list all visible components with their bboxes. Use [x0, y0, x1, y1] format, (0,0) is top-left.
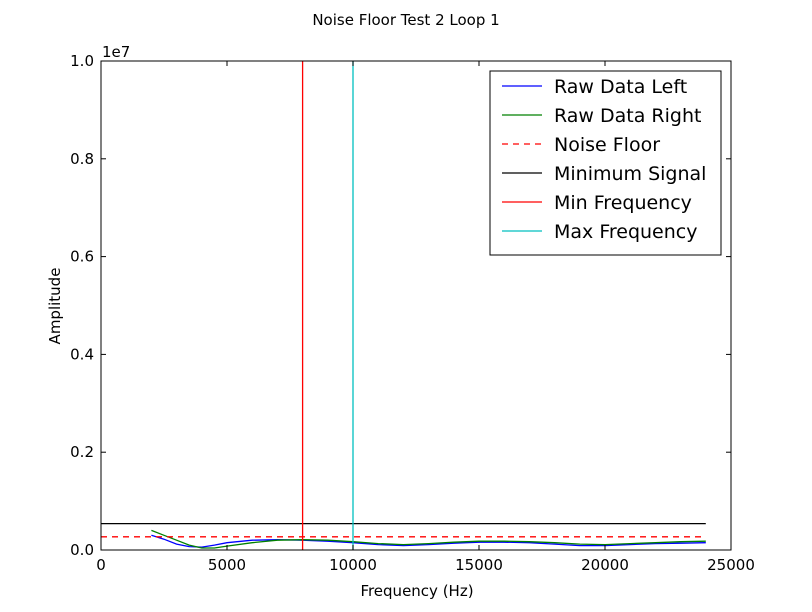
y-tick-label-1: 0.2: [70, 443, 94, 461]
legend: Raw Data Left Raw Data Right Noise Floor Mi…: [489, 70, 722, 256]
x-tick-label-3: 15000: [455, 556, 503, 574]
chart-title: Noise Floor Test 2 Loop 1: [312, 11, 499, 29]
legend-label-4: Min Frequency: [554, 192, 692, 214]
legend-label-2: Noise Floor: [554, 134, 660, 156]
x-tick-label-5: 25000: [707, 556, 755, 574]
legend-label-5: Max Frequency: [554, 221, 697, 243]
y-tick-label-5: 1.0: [70, 52, 94, 70]
plot-area: [101, 61, 706, 550]
axes: 0 5000 10000 15000 20000 25000 0.0 0.2 0.4 0.6 0.8…: [70, 52, 755, 574]
y-tick-label-4: 0.8: [70, 150, 94, 168]
x-axis-label: Frequency (Hz): [360, 582, 473, 600]
x-tick-label-4: 20000: [581, 556, 629, 574]
series-line-0: [151, 534, 706, 548]
plot-frame: [100, 60, 732, 551]
series-group: [101, 61, 706, 550]
y-tick-label-2: 0.4: [70, 345, 94, 363]
legend-box: [489, 70, 722, 256]
legend-label-3: Minimum Signal: [554, 163, 706, 185]
x-tick-label-1: 5000: [208, 556, 246, 574]
legend-label-1: Raw Data Right: [554, 105, 701, 127]
x-tick-label-0: 0: [96, 556, 106, 574]
x-tick-label-2: 10000: [329, 556, 377, 574]
y-tick-label-3: 0.6: [70, 248, 94, 266]
legend-label-0: Raw Data Left: [554, 76, 687, 98]
series-line-1: [151, 529, 706, 549]
y-axis-label: Amplitude: [46, 268, 64, 345]
y-axis-offset-label: 1e7: [102, 43, 130, 61]
y-tick-label-0: 0.0: [70, 541, 94, 559]
